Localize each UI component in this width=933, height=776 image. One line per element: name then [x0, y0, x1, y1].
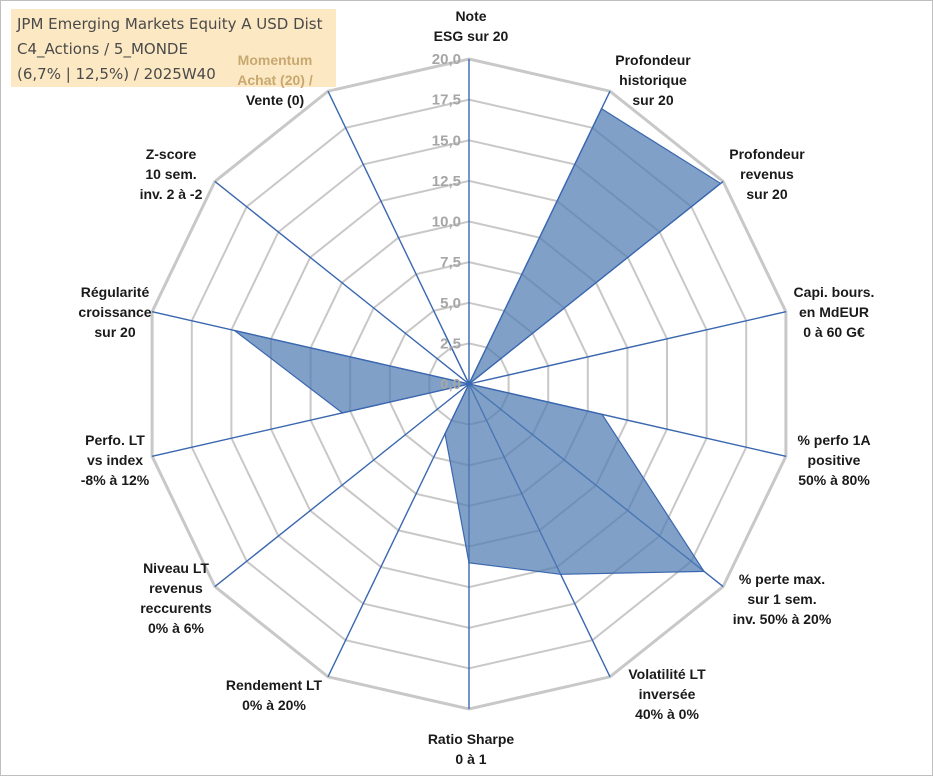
- axis-label-6-line-2: 40% à 0%: [635, 706, 699, 722]
- fund-name: JPM Emerging Markets Equity A USD Dist: [17, 15, 323, 33]
- axis-label-2-line-2: sur 20: [746, 186, 787, 202]
- axis-label-12-line-1: 10 sem.: [145, 166, 196, 182]
- data-point-1: [600, 108, 603, 110]
- axis-label-11-line-0: Régularité: [81, 284, 150, 300]
- axis-label-8-line-1: 0% à 20%: [242, 697, 306, 713]
- axis-label-2-line-0: Profondeur: [729, 146, 805, 162]
- axis-label-8-line-0: Rendement LT: [226, 677, 323, 693]
- data-point-8: [444, 433, 446, 435]
- axis-label-11-line-1: croissance: [78, 304, 151, 320]
- axis-label-3-line-0: Capi. bours.: [794, 284, 875, 300]
- data-point-5: [703, 570, 705, 573]
- axis-spoke-12: [214, 180, 470, 385]
- axis-label-2-line-1: revenus: [740, 166, 794, 182]
- tick-label-5: 12,5: [432, 173, 461, 190]
- axis-label-1-line-2: sur 20: [632, 92, 673, 108]
- tick-label-4: 10,0: [432, 214, 461, 231]
- axis-spoke-9: [214, 383, 470, 588]
- data-point-12: [468, 383, 470, 385]
- axis-label-6-line-0: Volatilité LT: [628, 666, 706, 682]
- axis-label-10-line-2: -8% à 12%: [81, 472, 150, 488]
- axis-label-9-line-0: Niveau LT: [143, 560, 209, 576]
- data-point-6: [559, 573, 562, 576]
- data-point-7: [468, 562, 470, 564]
- axis-label-0-line-1: ESG sur 20: [434, 28, 509, 44]
- axis-label-4-line-1: positive: [808, 452, 861, 468]
- axis-label-6-line-1: inversée: [639, 686, 696, 702]
- tick-label-0: 0,0: [440, 376, 461, 393]
- axis-label-11-line-2: sur 20: [94, 324, 135, 340]
- axis-label-3-line-2: 0 à 60 G€: [803, 324, 865, 340]
- axis-label-9-line-1: revenus: [149, 580, 203, 596]
- axis-label-1-line-1: historique: [619, 72, 687, 88]
- axis-label-7-line-1: 0 à 1: [455, 751, 486, 767]
- axis-label-7-line-0: Ratio Sharpe: [428, 731, 515, 747]
- axis-label-5-line-0: % perte max.: [739, 571, 825, 587]
- tick-label-6: 15,0: [432, 132, 461, 149]
- axis-label-10-line-0: Perfo. LT: [85, 432, 145, 448]
- tick-label-1: 2,5: [440, 335, 461, 352]
- axis-label-5-line-2: inv. 50% à 20%: [733, 611, 832, 627]
- axis-label-12-line-0: Z-score: [146, 146, 197, 162]
- fund-period: (6,7% | 12,5%) / 2025W40: [17, 65, 216, 83]
- data-point-10: [341, 412, 344, 414]
- axis-label-1-line-0: Profondeur: [615, 52, 691, 68]
- axis-label-10-line-1: vs index: [87, 452, 143, 468]
- tick-label-7: 17,5: [432, 92, 461, 109]
- axis-label-13-line-0: Momentum: [238, 52, 313, 68]
- axis-label-9-line-2: reccurents: [140, 600, 212, 616]
- axis-label-13-line-2: Vente (0): [246, 92, 304, 108]
- axis-label-5-line-1: sur 1 sem.: [747, 591, 816, 607]
- axis-label-12-line-2: inv. 2 à -2: [140, 186, 203, 202]
- fund-category: C4_Actions / 5_MONDE: [17, 40, 188, 58]
- data-point-11: [233, 329, 236, 332]
- axis-label-0-line-0: Note: [455, 8, 486, 24]
- tick-label-2: 5,0: [440, 295, 461, 312]
- data-point-4: [601, 413, 603, 416]
- tick-label-3: 7,5: [440, 254, 461, 271]
- axis-spoke-3: [468, 311, 787, 385]
- title-box: JPM Emerging Markets Equity A USD Dist C…: [11, 9, 336, 87]
- data-point-2: [719, 182, 722, 185]
- axis-label-3-line-1: en MdEUR: [799, 304, 869, 320]
- axis-label-4-line-2: 50% à 80%: [798, 472, 870, 488]
- axis-label-9-line-3: 0% à 6%: [148, 620, 205, 636]
- axis-label-13-line-1: Achat (20) /: [237, 72, 313, 88]
- data-point-13: [443, 332, 446, 334]
- tick-label-8: 20,0: [432, 51, 461, 68]
- axis-label-4-line-0: % perfo 1A: [797, 432, 870, 448]
